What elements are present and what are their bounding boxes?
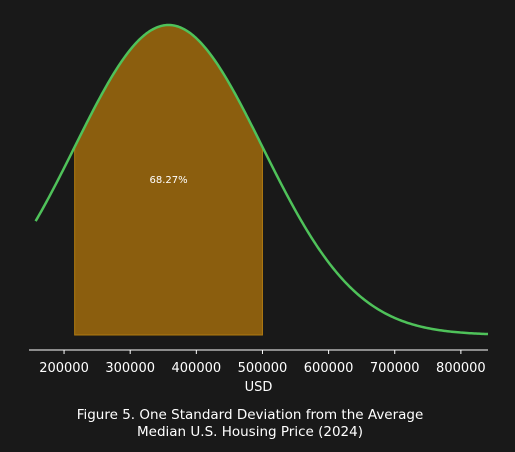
x-tick-label: 200000 — [39, 361, 89, 376]
shaded-region-label: 68.27% — [149, 175, 187, 186]
x-tick-label: 800000 — [436, 361, 486, 376]
x-tick-label: 700000 — [370, 361, 420, 376]
x-tick-label: 300000 — [105, 361, 155, 376]
x-tick-label: 600000 — [304, 361, 354, 376]
chart-title: Figure 5. One Standard Deviation from th… — [77, 407, 424, 440]
x-tick-label: 500000 — [238, 361, 288, 376]
chart-title-line: Figure 5. One Standard Deviation from th… — [77, 407, 424, 423]
normal-curve-line — [34, 23, 489, 336]
curve-layer — [34, 23, 489, 336]
x-tick-label: 400000 — [172, 361, 222, 376]
x-axis: 200000 300000 400000 500000 600000 700000 8000… — [29, 349, 488, 376]
label-layer: 68.27% USD Figure 5. One Standard Deviatio… — [77, 175, 424, 440]
x-axis-label: USD — [245, 380, 273, 395]
chart-title-line: Median U.S. Housing Price (2024) — [137, 424, 363, 440]
